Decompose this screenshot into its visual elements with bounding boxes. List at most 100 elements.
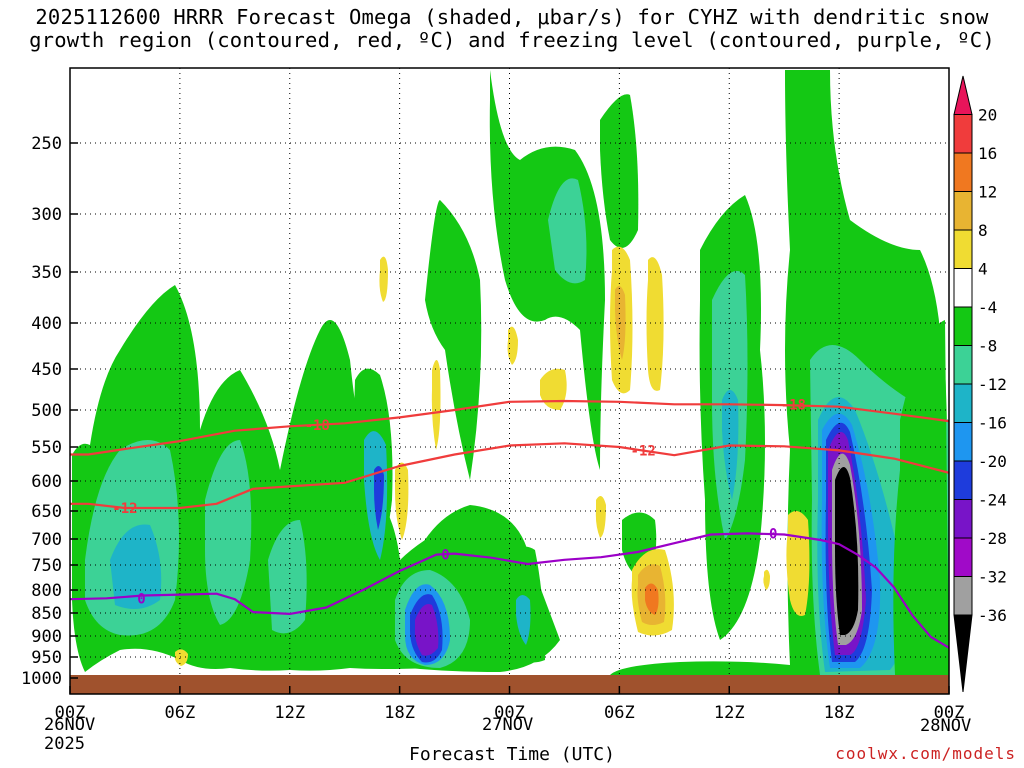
omega-region	[425, 200, 482, 480]
colorbar-segment	[953, 422, 973, 462]
colorbar-segment	[953, 268, 973, 308]
omega-shading	[72, 70, 949, 675]
omega-region	[431, 360, 441, 450]
omega-region	[414, 604, 439, 656]
x-tick-label: 18Z	[384, 703, 415, 723]
y-tick-label: 350	[31, 263, 62, 283]
credit-text: coolwx.com/models	[835, 744, 1016, 763]
x-date-mid: 27NOV	[482, 715, 534, 735]
contour-line	[70, 442, 949, 510]
colorbar-segment	[953, 306, 973, 346]
y-tick-label: 450	[31, 360, 62, 380]
x-tick-label: 00Z	[55, 703, 86, 723]
y-tick-label: 900	[31, 627, 62, 647]
x-tick-label: 00Z	[494, 703, 525, 723]
contour-label: -18	[305, 418, 330, 434]
contour-label: 0	[441, 548, 449, 564]
colorbar-segment	[953, 383, 973, 423]
omega-region	[835, 466, 859, 635]
colorbar-label: 8	[978, 221, 988, 240]
y-tick-label: 500	[31, 401, 62, 421]
colorbar-segment	[953, 114, 973, 154]
x-axis: 00Z 06Z 12Z 18Z 00Z 06Z 12Z 18Z 00Z	[55, 686, 965, 723]
omega-region	[268, 520, 307, 634]
x-tick-label: 12Z	[274, 703, 305, 723]
colorbar-label: 12	[978, 183, 997, 202]
title-line-2: growth region (contoured, red, ºC) and f…	[29, 28, 995, 52]
colorbar-label: -20	[978, 452, 1007, 471]
chart-title: 2025112600 HRRR Forecast Omega (shaded, …	[0, 6, 1024, 52]
colorbar-segment	[953, 460, 973, 500]
contour-label: 0	[137, 591, 145, 607]
colorbar-segment	[953, 345, 973, 385]
colorbar-segment	[953, 576, 973, 616]
y-tick-label: 400	[31, 314, 62, 334]
omega-region	[646, 257, 664, 391]
colorbar-label: 4	[978, 260, 988, 279]
omega-region	[379, 256, 388, 302]
y-tick-label: 850	[31, 604, 62, 624]
colorbar-segment	[953, 75, 973, 115]
x-date-end: 28NOV	[920, 716, 972, 736]
omega-region	[174, 649, 188, 666]
colorbar-segment	[953, 152, 973, 192]
colorbar-label: 16	[978, 144, 997, 163]
y-tick-label: 650	[31, 502, 62, 522]
colorbar-segment	[953, 499, 973, 539]
contour-lines	[70, 399, 949, 649]
omega-region	[893, 320, 949, 675]
omega-region	[374, 466, 384, 530]
omega-region	[516, 595, 531, 645]
colorbar-label: -16	[978, 414, 1007, 433]
x-tick-label: 00Z	[934, 703, 965, 723]
x-tick-label: 06Z	[165, 703, 196, 723]
y-tick-label: 250	[31, 134, 62, 154]
y-tick-label: 1000	[21, 669, 62, 689]
colorbar-label: -32	[978, 568, 1007, 587]
omega-region	[489, 70, 605, 470]
contour-label: -18	[781, 397, 806, 413]
omega-region	[645, 583, 659, 615]
omega-region	[540, 368, 567, 410]
contour-labels: -18 -18 -12 -12 0 0 0	[112, 397, 806, 607]
omega-region	[763, 569, 770, 590]
colorbar: 20 16 12 8 4 -4 -8 -12 -16 -20 -24 -28 -32 -36	[953, 75, 1007, 693]
y-tick-label: 600	[31, 472, 62, 492]
contour-line	[70, 399, 949, 456]
omega-region	[600, 94, 639, 249]
x-date-start: 26NOV 2025	[44, 715, 96, 754]
y-tick-label: 300	[31, 205, 62, 225]
omega-region	[595, 496, 606, 538]
contour-label: 0	[769, 526, 777, 542]
y-tick-label: 750	[31, 556, 62, 576]
y-axis: 250 300 350 400 450 500 550 600 650 700 750 800 850 9…	[21, 134, 78, 689]
omega-region	[548, 178, 587, 284]
colorbar-segment	[953, 537, 973, 577]
omega-region	[507, 326, 518, 365]
colorbar-label: -4	[978, 298, 997, 317]
y-tick-label: 800	[31, 581, 62, 601]
x-tick-label: 18Z	[824, 703, 855, 723]
y-tick-label: 550	[31, 438, 62, 458]
omega-region	[110, 524, 162, 609]
y-tick-label: 950	[31, 648, 62, 668]
omega-region	[395, 462, 409, 540]
x-tick-label: 06Z	[604, 703, 635, 723]
colorbar-label: 20	[978, 106, 997, 125]
x-tick-label: 12Z	[714, 703, 745, 723]
colorbar-label: -24	[978, 491, 1007, 510]
colorbar-label: -36	[978, 606, 1007, 625]
contour-label: -12	[112, 501, 137, 517]
contour-line	[70, 532, 949, 649]
colorbar-segment	[953, 191, 973, 231]
colorbar-segment	[953, 229, 973, 269]
y-tick-label: 700	[31, 530, 62, 550]
colorbar-label: -8	[978, 337, 997, 356]
contour-label: -12	[631, 443, 656, 459]
colorbar-segment	[953, 614, 973, 693]
colorbar-label: -28	[978, 529, 1007, 548]
omega-region	[205, 440, 252, 625]
x-axis-label: Forecast Time (UTC)	[409, 744, 615, 765]
colorbar-label: -12	[978, 375, 1007, 394]
